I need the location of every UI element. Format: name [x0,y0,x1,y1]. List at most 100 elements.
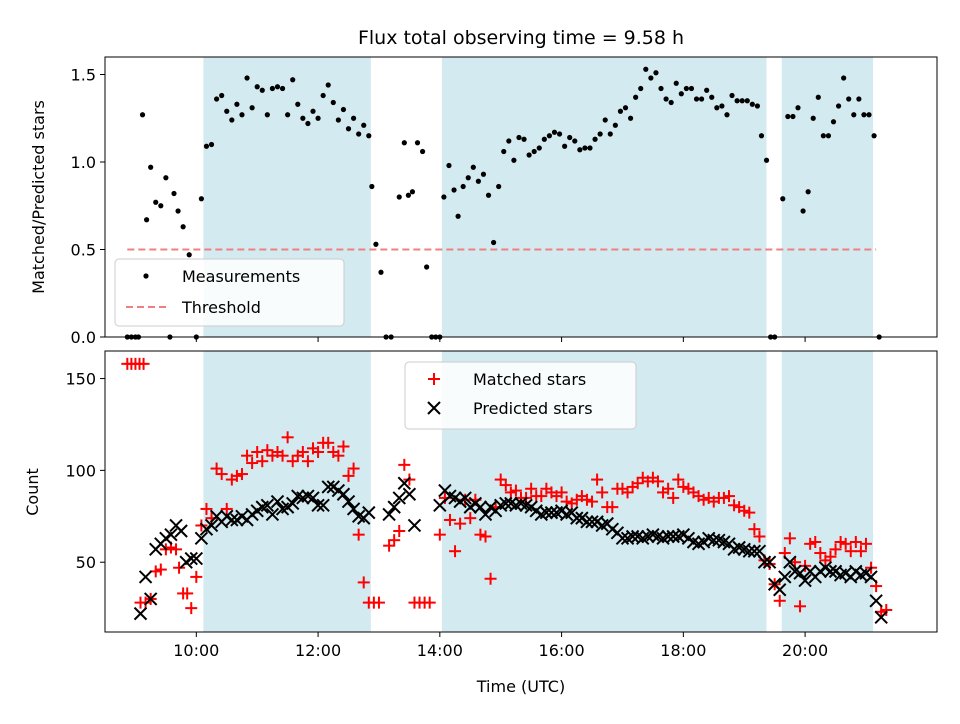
legend-measurements-marker [143,273,149,279]
measurement-point [424,264,430,270]
predicted-star-point [189,551,204,566]
measurement-point [627,115,634,121]
matched-star-point [352,528,365,541]
measurement-point [186,252,192,258]
measurement-point [536,145,542,151]
matched-star-point [738,504,751,517]
measurement-point [214,96,220,102]
measurement-point [830,119,837,125]
measurement-point [229,117,235,123]
bottom-x-ticks: 10:00 12:00 14:00 16:00 18:00 20:00 [173,632,828,660]
matched-star-point [296,446,309,459]
measurement-point [709,94,715,100]
predicted-star-point [270,494,285,509]
measurement-point [396,194,402,200]
measurement-point [592,136,598,142]
predicted-stars-points [133,476,888,625]
legend-threshold-label: Threshold [181,298,261,317]
measurement-point [749,101,755,107]
matched-star-point [261,444,274,457]
matched-star-point [443,513,456,526]
measurement-point [785,113,791,120]
matched-star-point [190,570,203,583]
measurement-point [617,108,624,114]
matched-star-point [398,458,411,471]
measurement-point [300,115,306,121]
matched-star-point [276,449,289,462]
measurement-point [856,96,862,102]
legend-matched-label: Matched stars [473,370,586,389]
matched-star-point [824,550,837,563]
measurement-point [239,112,245,118]
predicted-star-point [362,505,376,520]
bottom-y-axis-label: Count [23,468,42,516]
measurement-point [668,99,674,106]
measurement-point [511,157,517,163]
y-tick-label: 50 [76,553,96,572]
predicted-star-point [661,529,675,544]
x-tick-label: 18:00 [660,641,706,660]
x-tick-label: 20:00 [782,641,828,660]
measurement-point [556,131,563,137]
matched-star-point [535,490,548,503]
predicted-star-point [402,487,417,501]
bottom-plot-frame [104,350,938,633]
predicted-star-point [133,606,148,621]
top-shaded-intervals [203,57,874,337]
matched-star-point [743,506,756,519]
measurement-point [361,122,367,128]
measurement-point [446,162,452,169]
measurement-point [693,96,700,102]
measurement-point [330,99,336,106]
measurement-point [208,141,215,148]
predicted-star-point [458,491,472,505]
predicted-star-point [757,555,772,569]
predicted-star-point [783,555,797,569]
measurement-point [810,115,816,121]
measurement-point [460,183,466,190]
measurement-point [871,133,877,139]
x-tick-label: 12:00 [295,641,341,660]
matched-star-point [388,534,401,547]
matched-star-point [137,357,150,370]
matched-star-point [241,449,254,462]
measurement-point [139,112,146,118]
matched-star-point [606,501,619,514]
chart-title: Flux total observing time = 9.58 h [358,27,684,49]
measurement-point [465,175,471,181]
predicted-star-point [585,515,599,529]
measurement-point [259,87,265,93]
matched-star-point [773,594,786,607]
measurement-point [678,91,684,97]
measurement-point [597,131,603,137]
measurement-point [305,120,311,127]
matched-star-point [357,576,370,589]
matched-star-point [783,532,796,545]
measurement-point [198,196,204,202]
predicted-star-point [392,491,406,505]
matched-star-point [839,537,852,550]
measurement-point [825,133,832,139]
matched-star-point [337,440,350,453]
top-x-ticks [195,337,806,342]
y-tick-label: 1.0 [71,153,96,172]
measurement-point [475,178,481,184]
predicted-star-point [539,505,554,520]
measurement-point [345,126,352,132]
measurement-point [163,175,169,181]
measurement-point [378,269,384,275]
matched-star-point [215,468,228,481]
matched-star-point [651,475,664,488]
measurement-point [739,98,745,104]
predicted-star-point [143,592,158,606]
shaded-interval-1 [203,351,371,632]
predicted-star-point [311,498,325,512]
predicted-star-point [874,610,888,625]
measurement-point [577,147,583,153]
measurement-point [638,85,644,92]
matched-star-point [667,491,680,504]
y-tick-label: 0.5 [71,241,96,260]
predicted-star-point [341,494,356,509]
matched-star-point [849,536,862,549]
predicted-star-point [265,507,280,522]
